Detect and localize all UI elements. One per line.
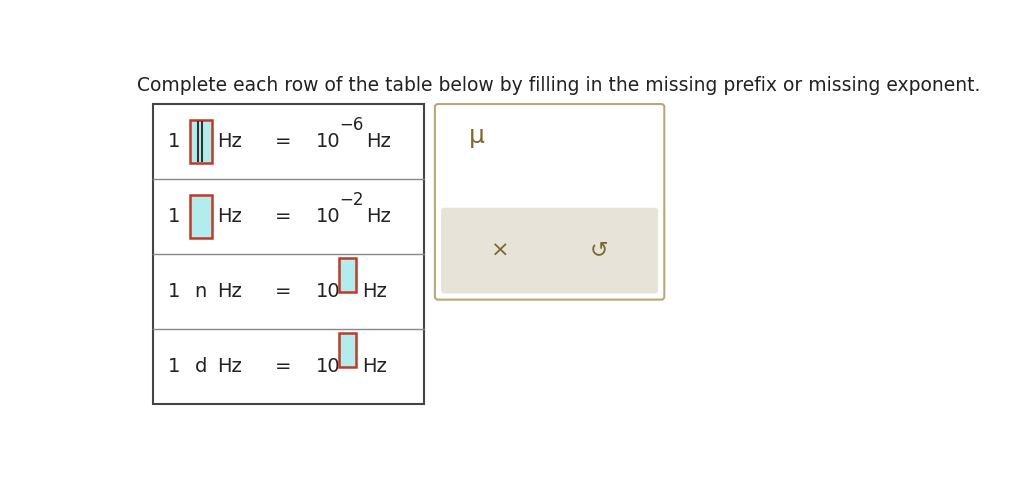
Text: =: = <box>274 357 291 376</box>
Bar <box>190 120 212 163</box>
Text: ↺: ↺ <box>590 241 608 261</box>
Bar <box>339 334 356 367</box>
Text: 1: 1 <box>168 282 180 301</box>
Text: 10: 10 <box>315 357 340 376</box>
FancyBboxPatch shape <box>435 104 665 299</box>
Text: Hz: Hz <box>362 357 387 376</box>
Text: −2: −2 <box>339 191 364 209</box>
Text: μ: μ <box>469 124 485 148</box>
Text: Hz: Hz <box>217 282 242 301</box>
Text: −6: −6 <box>339 116 364 134</box>
Bar <box>190 195 212 239</box>
Text: =: = <box>274 282 291 301</box>
Text: =: = <box>274 207 291 226</box>
Text: d: d <box>195 357 207 376</box>
Bar <box>153 104 424 404</box>
Text: =: = <box>274 132 291 151</box>
Text: 10: 10 <box>315 282 340 301</box>
Text: Hz: Hz <box>217 207 242 226</box>
Text: Hz: Hz <box>366 132 391 151</box>
Text: 10: 10 <box>315 132 340 151</box>
FancyBboxPatch shape <box>441 208 658 294</box>
Text: 1: 1 <box>168 207 180 226</box>
Text: Hz: Hz <box>217 357 242 376</box>
Text: 10: 10 <box>315 207 340 226</box>
Text: Complete each row of the table below by filling in the missing prefix or missing: Complete each row of the table below by … <box>137 76 981 96</box>
Text: 1: 1 <box>168 132 180 151</box>
Text: ×: × <box>492 241 510 261</box>
Text: 1: 1 <box>168 357 180 376</box>
Text: Hz: Hz <box>217 132 242 151</box>
Text: n: n <box>195 282 207 301</box>
Text: Hz: Hz <box>362 282 387 301</box>
Bar <box>339 258 356 292</box>
Text: Hz: Hz <box>366 207 391 226</box>
